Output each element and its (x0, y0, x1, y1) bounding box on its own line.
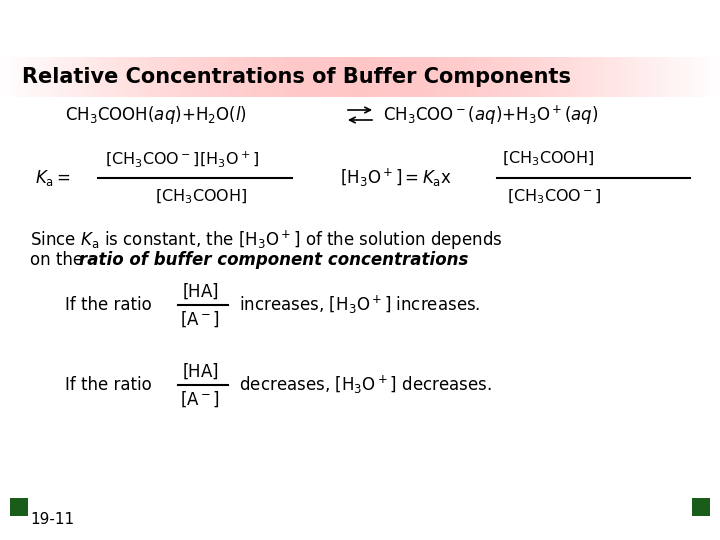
Text: $\mathsf{[CH_3COOH]}$: $\mathsf{[CH_3COOH]}$ (502, 150, 595, 168)
Text: $\mathit{K}_\mathsf{a}$$\mathsf{ =}$: $\mathit{K}_\mathsf{a}$$\mathsf{ =}$ (35, 168, 71, 188)
Text: decreases, $\mathsf{[H_3O^+]}$ decreases.: decreases, $\mathsf{[H_3O^+]}$ decreases… (234, 374, 492, 396)
Text: 19-11: 19-11 (30, 512, 74, 528)
Text: $\mathsf{[H_3O^+] = }$$\mathit{K}_\mathsf{a}$$\mathsf{ x}$: $\mathsf{[H_3O^+] = }$$\mathit{K}_\maths… (340, 167, 452, 189)
Text: .: . (387, 251, 392, 269)
Text: $\mathsf{CH_3COO^-}$$\mathit{(aq)}$$\mathsf{ + H_3O^+}$$\mathit{(aq)}$: $\mathsf{CH_3COO^-}$$\mathit{(aq)}$$\mat… (383, 103, 598, 127)
Text: If the ratio: If the ratio (65, 376, 152, 394)
Text: $\mathsf{[HA]}$: $\mathsf{[HA]}$ (182, 361, 219, 381)
Text: Since $\mathit{K}_\mathsf{a}$ is constant, the $\mathsf{[H_3O^+]}$ of the soluti: Since $\mathit{K}_\mathsf{a}$ is constan… (30, 228, 503, 252)
Text: Relative Concentrations of Buffer Components: Relative Concentrations of Buffer Compon… (22, 67, 571, 87)
Text: ratio of buffer component concentrations: ratio of buffer component concentrations (79, 251, 469, 269)
Text: on the: on the (30, 251, 89, 269)
Text: $\mathsf{[A^-]}$: $\mathsf{[A^-]}$ (180, 309, 220, 329)
Text: $\mathsf{[CH_3COO^-][H_3O^+]}$: $\mathsf{[CH_3COO^-][H_3O^+]}$ (105, 149, 259, 169)
Text: $\mathsf{[CH_3COOH]}$: $\mathsf{[CH_3COOH]}$ (155, 188, 248, 206)
Text: $\mathsf{[CH_3COO^-]}$: $\mathsf{[CH_3COO^-]}$ (507, 188, 602, 206)
Text: If the ratio: If the ratio (65, 296, 152, 314)
Text: $\mathsf{[A^-]}$: $\mathsf{[A^-]}$ (180, 389, 220, 409)
Text: $\mathsf{[HA]}$: $\mathsf{[HA]}$ (182, 281, 219, 301)
Bar (10, 498, 28, 516)
Text: $\mathsf{CH_3COOH}$$\mathit{(aq)}$$\mathsf{ + H_2O}$$\mathit{(l)}$: $\mathsf{CH_3COOH}$$\mathit{(aq)}$$\math… (65, 104, 247, 126)
Bar (692, 498, 710, 516)
Text: increases, $\mathsf{[H_3O^+]}$ increases.: increases, $\mathsf{[H_3O^+]}$ increases… (234, 294, 480, 316)
